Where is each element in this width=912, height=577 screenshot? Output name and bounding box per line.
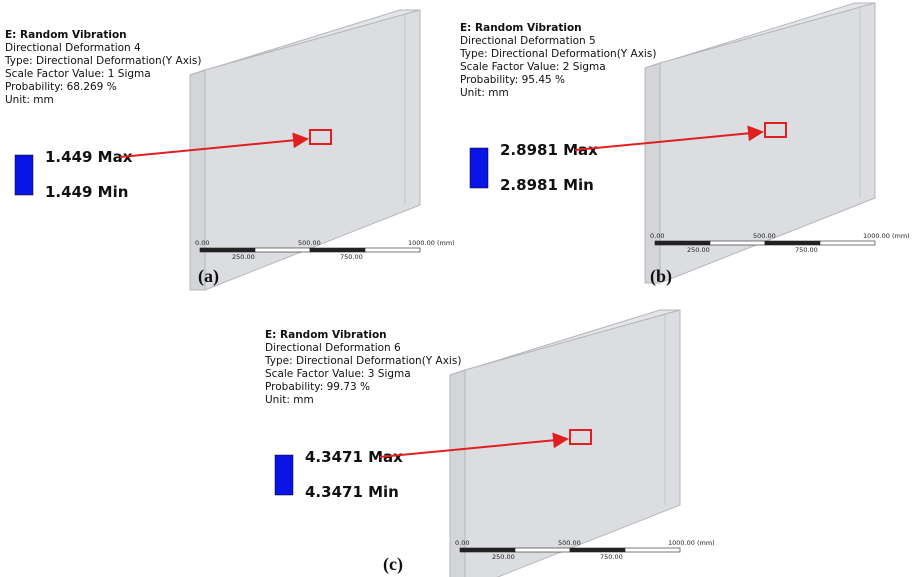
scale-segment: [365, 248, 420, 252]
result-info: Directional Deformation 5: [460, 35, 596, 47]
result-info: Type: Directional Deformation(Y Axis): [264, 355, 461, 367]
min-label: 4.3471 Min: [305, 483, 399, 501]
scale-label: 750.00: [600, 553, 623, 561]
scale-label: 1000.00 (mm): [408, 239, 455, 247]
legend-color: [470, 148, 488, 188]
scale-segment: [570, 548, 625, 552]
min-label: 2.8981 Min: [500, 176, 594, 194]
result-info: Type: Directional Deformation(Y Axis): [4, 55, 201, 67]
scale-label: 750.00: [340, 253, 363, 261]
scale-segment: [625, 548, 680, 552]
result-info: Probability: 99.73 %: [265, 381, 370, 393]
result-info: Probability: 95.45 %: [460, 74, 565, 86]
scale-label: 0.00: [650, 232, 664, 240]
scale-segment: [460, 548, 515, 552]
result-info: Probability: 68.269 %: [5, 81, 117, 93]
scale-segment: [515, 548, 570, 552]
result-info: Directional Deformation 6: [265, 342, 401, 354]
scale-label: 0.00: [195, 239, 209, 247]
scale-segment: [310, 248, 365, 252]
scale-label: 500.00: [298, 239, 321, 247]
scale-label: 1000.00 (mm): [863, 232, 910, 240]
scale-label: 500.00: [753, 232, 776, 240]
result-title: E: Random Vibration: [5, 29, 127, 41]
result-title: E: Random Vibration: [265, 329, 387, 341]
panel-caption: (b): [650, 266, 672, 287]
scale-segment: [765, 241, 820, 245]
result-title: E: Random Vibration: [460, 22, 582, 34]
scale-segment: [255, 248, 310, 252]
result-info: Unit: mm: [265, 394, 314, 406]
result-info: Unit: mm: [460, 87, 509, 99]
result-info: Type: Directional Deformation(Y Axis): [459, 48, 656, 60]
result-info: Directional Deformation 4: [5, 42, 141, 54]
scale-segment: [200, 248, 255, 252]
panel-caption: (c): [383, 554, 403, 575]
plate-side: [190, 70, 205, 290]
legend-color: [15, 155, 33, 195]
result-info: Scale Factor Value: 3 Sigma: [265, 368, 411, 380]
result-info: Scale Factor Value: 2 Sigma: [460, 61, 606, 73]
figure: E: Random VibrationDirectional Deformati…: [0, 0, 912, 577]
scale-label: 500.00: [558, 539, 581, 547]
scale-label: 0.00: [455, 539, 469, 547]
result-info: Unit: mm: [5, 94, 54, 106]
min-label: 1.449 Min: [45, 183, 128, 201]
panel-caption: (a): [198, 266, 219, 287]
scale-label: 250.00: [492, 553, 515, 561]
legend-color: [275, 455, 293, 495]
max-label: 1.449 Max: [45, 148, 133, 166]
scale-label: 1000.00 (mm): [668, 539, 715, 547]
result-info: Scale Factor Value: 1 Sigma: [5, 68, 151, 80]
scale-label: 250.00: [232, 253, 255, 261]
scale-segment: [655, 241, 710, 245]
scale-segment: [710, 241, 765, 245]
scale-label: 750.00: [795, 246, 818, 254]
plate-side: [645, 63, 660, 283]
scale-label: 250.00: [687, 246, 710, 254]
scale-segment: [820, 241, 875, 245]
